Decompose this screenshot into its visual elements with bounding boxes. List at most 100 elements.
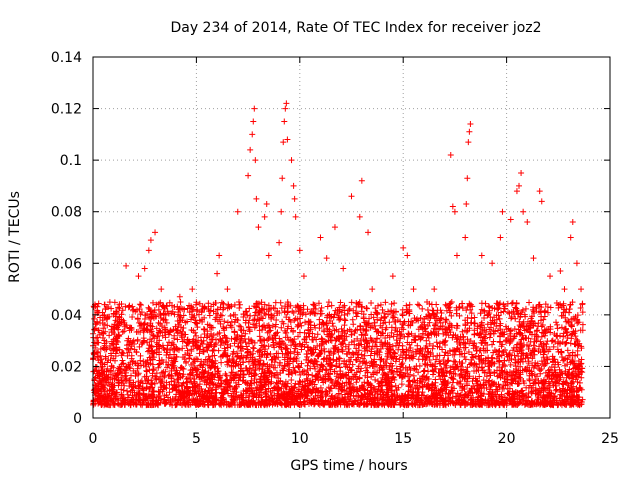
- x-axis-title: GPS time / hours: [290, 458, 407, 474]
- roti-point: [249, 131, 256, 138]
- roti-point: [255, 224, 262, 231]
- roti-point: [284, 136, 291, 143]
- roti-point: [463, 200, 470, 207]
- roti-point: [447, 151, 454, 158]
- y-tick-label: 0.14: [51, 50, 82, 66]
- roti-point: [245, 172, 252, 179]
- y-tick-label: 0.12: [51, 102, 82, 118]
- y-tick-label: 0: [73, 411, 82, 427]
- plot-frame: [92, 56, 611, 419]
- y-tick-label: 0.08: [51, 205, 82, 221]
- roti-point: [567, 234, 574, 241]
- roti-point: [189, 286, 196, 293]
- roti-point: [230, 311, 237, 318]
- chart-title: Day 234 of 2014, Rate Of TEC Index for r…: [170, 20, 541, 36]
- roti-point: [524, 219, 531, 226]
- roti-point: [158, 286, 165, 293]
- x-tick-label: 25: [601, 431, 619, 447]
- roti-point: [261, 213, 268, 220]
- roti-point: [265, 252, 272, 259]
- roti-point: [467, 121, 474, 128]
- roti-point: [404, 252, 411, 259]
- roti-point: [145, 247, 152, 254]
- roti-point: [557, 268, 564, 275]
- y-tick-label: 0.06: [51, 256, 82, 272]
- roti-point: [507, 216, 514, 223]
- roti-point: [513, 188, 520, 195]
- roti-point: [369, 286, 376, 293]
- roti-point: [93, 335, 100, 342]
- roti-point: [453, 252, 460, 259]
- roti-point: [431, 286, 438, 293]
- roti-point: [283, 100, 290, 107]
- roti-point: [216, 252, 223, 259]
- roti-point: [291, 195, 298, 202]
- roti-point: [356, 213, 363, 220]
- roti-point: [110, 311, 117, 318]
- roti-point: [462, 234, 469, 241]
- roti-point: [234, 208, 241, 215]
- roti-point: [466, 128, 473, 135]
- roti-point: [95, 327, 102, 334]
- roti-point: [135, 273, 142, 280]
- x-tick-label: 0: [89, 431, 98, 447]
- roti-point: [317, 234, 324, 241]
- x-tick-label: 10: [291, 431, 309, 447]
- roti-point: [518, 170, 525, 177]
- y-tick-label: 0.1: [60, 153, 82, 169]
- roti-point: [323, 255, 330, 262]
- roti-point: [224, 286, 231, 293]
- y-tick-label: 0.04: [51, 308, 82, 324]
- roti-point: [276, 239, 283, 246]
- roti-point: [547, 273, 554, 280]
- roti-point: [489, 260, 496, 267]
- roti-point: [400, 244, 407, 251]
- roti-point: [358, 177, 365, 184]
- roti-point: [410, 286, 417, 293]
- roti-point: [300, 273, 307, 280]
- roti-point: [464, 175, 471, 182]
- roti-point: [292, 213, 299, 220]
- roti-point: [348, 193, 355, 200]
- roti-point: [263, 200, 270, 207]
- roti-point: [282, 105, 289, 112]
- roti-point: [389, 273, 396, 280]
- roti-point: [340, 265, 347, 272]
- roti-point: [141, 265, 148, 272]
- roti-point: [94, 319, 101, 326]
- roti-point: [296, 247, 303, 254]
- roti-point: [91, 304, 98, 311]
- roti-point: [253, 195, 260, 202]
- roti-point: [123, 262, 130, 269]
- roti-point: [278, 208, 285, 215]
- roti-point: [152, 229, 159, 236]
- y-tick-label: 0.02: [51, 359, 82, 375]
- roti-point: [497, 234, 504, 241]
- roti-point: [478, 252, 485, 259]
- roti-point: [499, 208, 506, 215]
- roti-point: [449, 203, 456, 210]
- roti-point: [288, 157, 295, 164]
- roti-point: [569, 219, 576, 226]
- roti-point: [252, 157, 259, 164]
- roti-point: [573, 260, 580, 267]
- roti-point: [561, 286, 568, 293]
- roti-point: [451, 208, 458, 215]
- axis-ticks: 0 5 10 15 20 25 0 0.02 0.04 0.06 0.08 0.1 0.12 0.14: [51, 50, 619, 447]
- roti-point: [538, 198, 545, 205]
- roti-point: [465, 139, 472, 146]
- y-axis-title: ROTI / TECUs: [7, 191, 23, 283]
- roti-point: [290, 182, 297, 189]
- roti-point: [281, 118, 288, 125]
- roti-point: [214, 270, 221, 277]
- roti-point: [251, 105, 258, 112]
- roti-point: [530, 255, 537, 262]
- roti-point: [536, 188, 543, 195]
- roti-point: [147, 237, 154, 244]
- roti-point-cloud: [90, 298, 586, 409]
- roti-point: [520, 208, 527, 215]
- roti-point: [365, 229, 372, 236]
- roti-point: [250, 118, 257, 125]
- x-tick-label: 5: [192, 431, 201, 447]
